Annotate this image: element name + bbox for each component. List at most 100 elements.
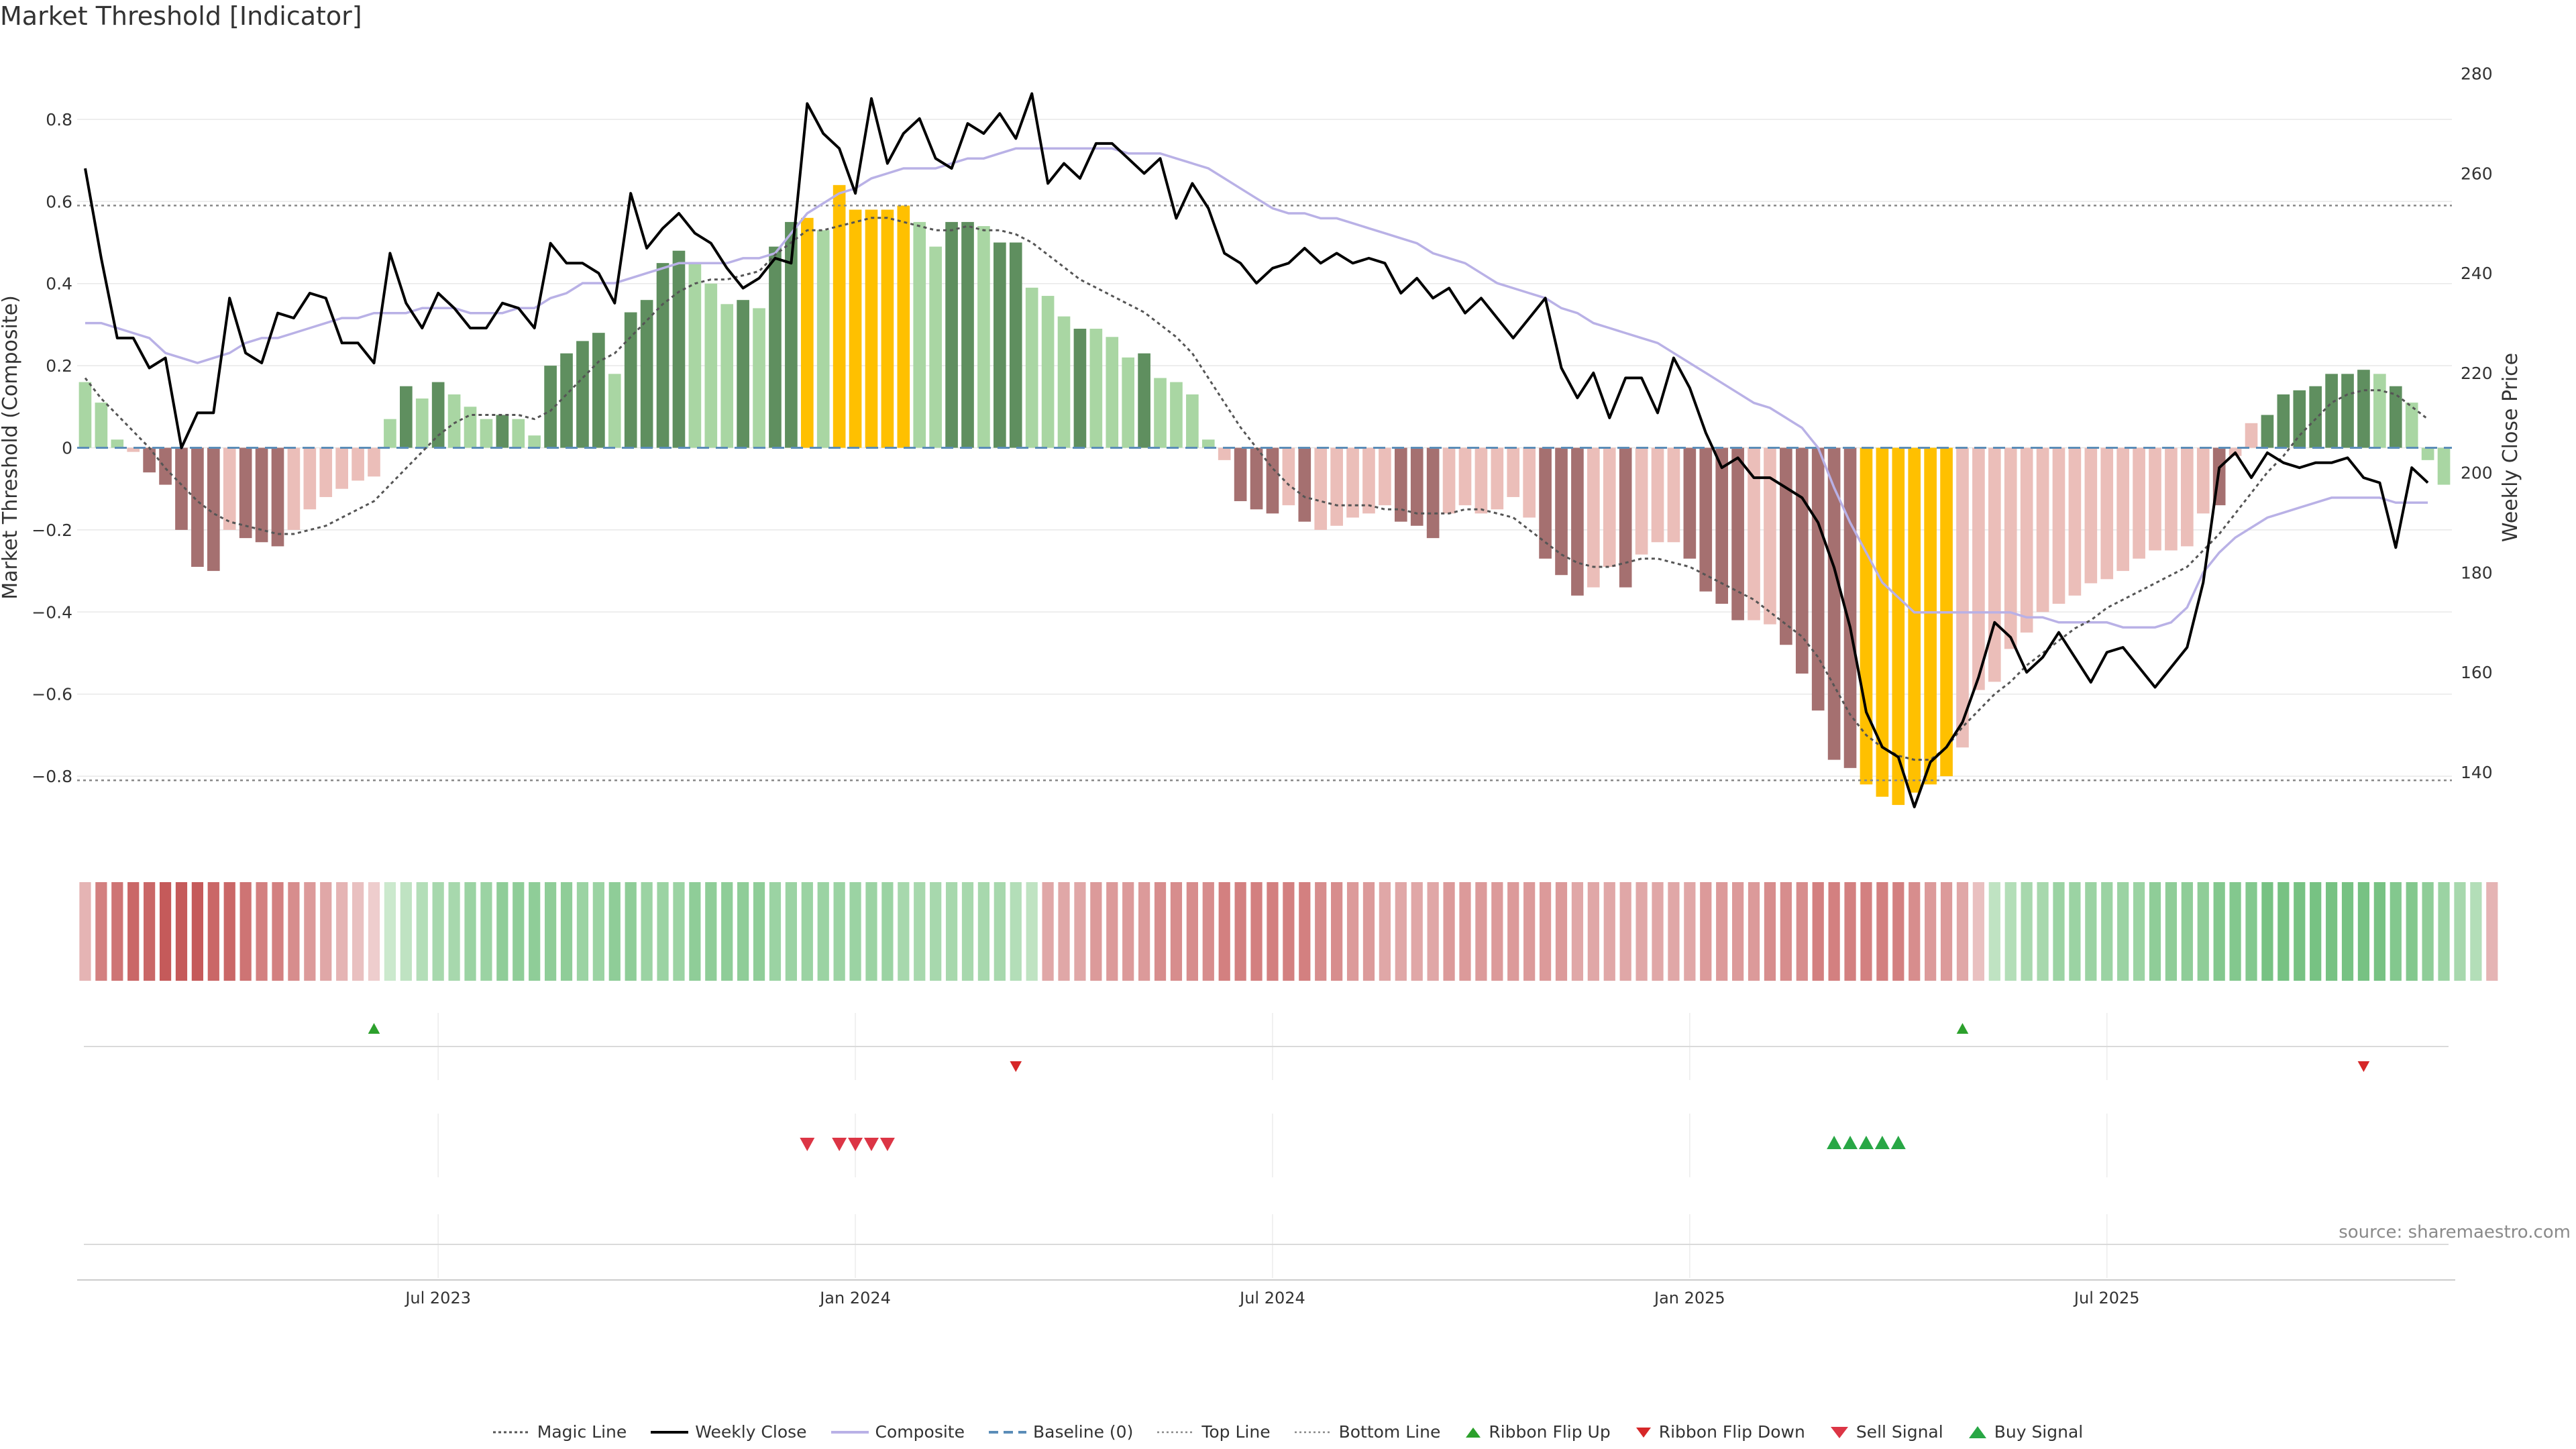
composite-bar	[2068, 447, 2082, 596]
ribbon-cell	[400, 882, 412, 981]
x-tick-label: Jan 2024	[818, 1289, 891, 1307]
composite-bar	[175, 447, 188, 530]
ribbon-cell	[2357, 882, 2370, 981]
ribbon-cell	[881, 882, 894, 981]
buy-signal-marker	[1843, 1136, 1858, 1149]
ribbon-cell	[1362, 882, 1375, 981]
composite-bar	[2373, 374, 2386, 448]
ribbon-cell	[144, 882, 156, 981]
ribbon-cell	[961, 882, 974, 981]
chart-title: Market Threshold [Indicator]	[0, 1, 362, 31]
legend-swatch-bottom-line	[1294, 1431, 1332, 1433]
composite-bar	[945, 221, 958, 448]
weekly-close-line	[84, 92, 2429, 808]
ribbon-cell	[2486, 882, 2498, 981]
ribbon-cell	[1299, 882, 1311, 981]
ribbon-cell	[111, 882, 123, 981]
y-tick-label-left: 0	[62, 439, 72, 458]
ribbon-cell	[1925, 882, 1937, 981]
composite-bar	[994, 242, 1006, 448]
legend-label: Bottom Line	[1338, 1422, 1441, 1442]
ribbon-cell	[2085, 882, 2097, 981]
triangle-down-icon	[1830, 1426, 1848, 1438]
composite-bar	[785, 221, 798, 448]
ribbon-cell	[1764, 882, 1776, 981]
composite-bar	[1073, 329, 1087, 448]
legend-item-bottom-line: Bottom Line	[1294, 1422, 1441, 1442]
ribbon-cell	[2454, 882, 2466, 981]
composite-bar	[191, 447, 204, 567]
buy-signal-marker	[1890, 1136, 1906, 1149]
legend-item-baseline: Baseline (0)	[988, 1422, 1133, 1442]
composite-bar	[576, 341, 589, 448]
y-tick-label-left: −0.4	[32, 602, 72, 622]
composite-bar	[544, 366, 557, 448]
ribbon-cell	[930, 882, 942, 981]
composite-bar	[1089, 329, 1103, 448]
composite-bar	[400, 386, 413, 448]
ribbon-cell	[272, 882, 284, 981]
ribbon-cell	[1555, 882, 1568, 981]
composite-bar	[255, 447, 268, 543]
ribbon-cell	[1090, 882, 1102, 981]
composite-bar	[560, 353, 573, 448]
composite-bar	[1924, 447, 1937, 785]
composite-bar	[352, 447, 364, 481]
y-axis-label-right: Weekly Close Price	[2499, 353, 2522, 542]
ribbon-cell	[2213, 882, 2225, 981]
buy-signal-marker	[1874, 1136, 1890, 1149]
ribbon-cell	[2422, 882, 2434, 981]
legend-item-ribbon-flip-up: Ribbon Flip Up	[1464, 1422, 1611, 1442]
axes: 0.8 0.6 0.4 0.2 0 −0.2 −0.4 −0.6 −0.8 280 260 240 22…	[0, 64, 2522, 1307]
ribbon-cell	[1812, 882, 1824, 981]
y-tick-label-left: −0.6	[32, 685, 72, 704]
composite-bar	[1379, 447, 1391, 506]
composite-bar	[1491, 447, 1504, 510]
composite-bar	[1458, 447, 1472, 506]
composite-bar	[1876, 447, 1889, 797]
composite-bar	[720, 304, 734, 448]
legend-label: Ribbon Flip Up	[1489, 1422, 1611, 1442]
ribbon-cell	[2117, 882, 2129, 981]
ribbon-cell	[977, 882, 990, 981]
composite-bar	[1731, 447, 1744, 621]
ribbon-cell	[2149, 882, 2161, 981]
ribbon-cell	[737, 882, 749, 981]
legend-item-ribbon-flip-down: Ribbon Flip Down	[1635, 1422, 1805, 1442]
ribbon-cell	[1106, 882, 1118, 981]
ribbon-cell	[1042, 882, 1054, 981]
ribbon-cell	[1603, 882, 1615, 981]
ribbon-cell	[496, 882, 508, 981]
ribbon-cell	[1122, 882, 1134, 981]
ribbon-cell	[592, 882, 604, 981]
composite-bar	[1154, 378, 1167, 448]
ribbon-cell	[2165, 882, 2178, 981]
ribbon-cell	[1828, 882, 1840, 981]
composite-bar	[1410, 447, 1424, 526]
legend-swatch-magic-line	[492, 1431, 531, 1433]
composite-bar	[816, 230, 830, 448]
ribbon-cell	[1731, 882, 1744, 981]
composite-line	[85, 147, 2428, 629]
ribbon-cell	[416, 882, 428, 981]
composite-bar	[1988, 447, 2001, 682]
composite-bar	[1587, 447, 1600, 588]
ribbon-cell	[175, 882, 188, 981]
composite-bar	[1025, 287, 1038, 448]
ribbon-cell	[2341, 882, 2354, 981]
composite-bar	[1603, 447, 1616, 567]
composite-bar	[1715, 447, 1729, 604]
ribbon-cell	[1587, 882, 1599, 981]
ribbon-cell	[1507, 882, 1519, 981]
composite-bar	[929, 246, 942, 448]
ribbon-cell	[576, 882, 589, 981]
ribbon-cell	[1652, 882, 1664, 981]
composite-bar	[1972, 447, 1985, 690]
composite-bar	[1908, 447, 1921, 793]
legend-item-magic-line: Magic Line	[492, 1422, 627, 1442]
composite-bar	[1138, 353, 1150, 448]
composite-bar	[672, 250, 686, 448]
composite-bar	[2020, 447, 2033, 633]
ribbon-cell	[2294, 882, 2306, 981]
ribbon-cell	[560, 882, 573, 981]
